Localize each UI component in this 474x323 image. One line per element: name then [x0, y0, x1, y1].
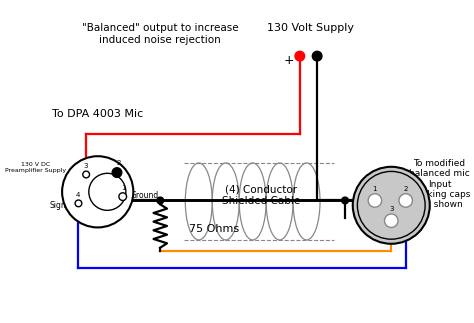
Text: (4) Conductor
Shielded Cable: (4) Conductor Shielded Cable — [222, 185, 301, 206]
Text: 130 V DC
Preamplifier Supply: 130 V DC Preamplifier Supply — [5, 162, 66, 173]
Text: 1: 1 — [373, 186, 377, 192]
Circle shape — [112, 168, 122, 177]
Text: 2: 2 — [117, 160, 121, 166]
Text: +: + — [284, 54, 294, 68]
Text: To modified
balanced mic
Input
Blocking caps
not shown: To modified balanced mic Input Blocking … — [408, 159, 471, 209]
Text: 75 Ohms: 75 Ohms — [189, 224, 239, 234]
Text: To DPA 4003 Mic: To DPA 4003 Mic — [52, 109, 143, 119]
Circle shape — [89, 173, 126, 210]
Text: Signal: Signal — [49, 201, 73, 210]
Text: 4: 4 — [75, 192, 80, 198]
Circle shape — [357, 172, 425, 239]
Circle shape — [353, 167, 430, 244]
Circle shape — [157, 197, 164, 204]
Circle shape — [119, 193, 127, 201]
Circle shape — [312, 51, 322, 61]
Circle shape — [384, 214, 398, 227]
Circle shape — [342, 197, 348, 204]
Circle shape — [83, 171, 90, 178]
Text: 3: 3 — [389, 206, 393, 212]
Circle shape — [399, 194, 412, 207]
Text: 3: 3 — [83, 163, 87, 169]
Text: "Balanced" output to increase
induced noise rejection: "Balanced" output to increase induced no… — [82, 23, 238, 45]
Text: 2: 2 — [403, 186, 408, 192]
Text: Ground: Ground — [130, 191, 159, 200]
Circle shape — [62, 156, 133, 227]
Circle shape — [75, 200, 82, 207]
Circle shape — [368, 194, 382, 207]
Text: 1: 1 — [121, 185, 126, 191]
Text: 130 Volt Supply: 130 Volt Supply — [267, 23, 354, 33]
Circle shape — [295, 51, 305, 61]
